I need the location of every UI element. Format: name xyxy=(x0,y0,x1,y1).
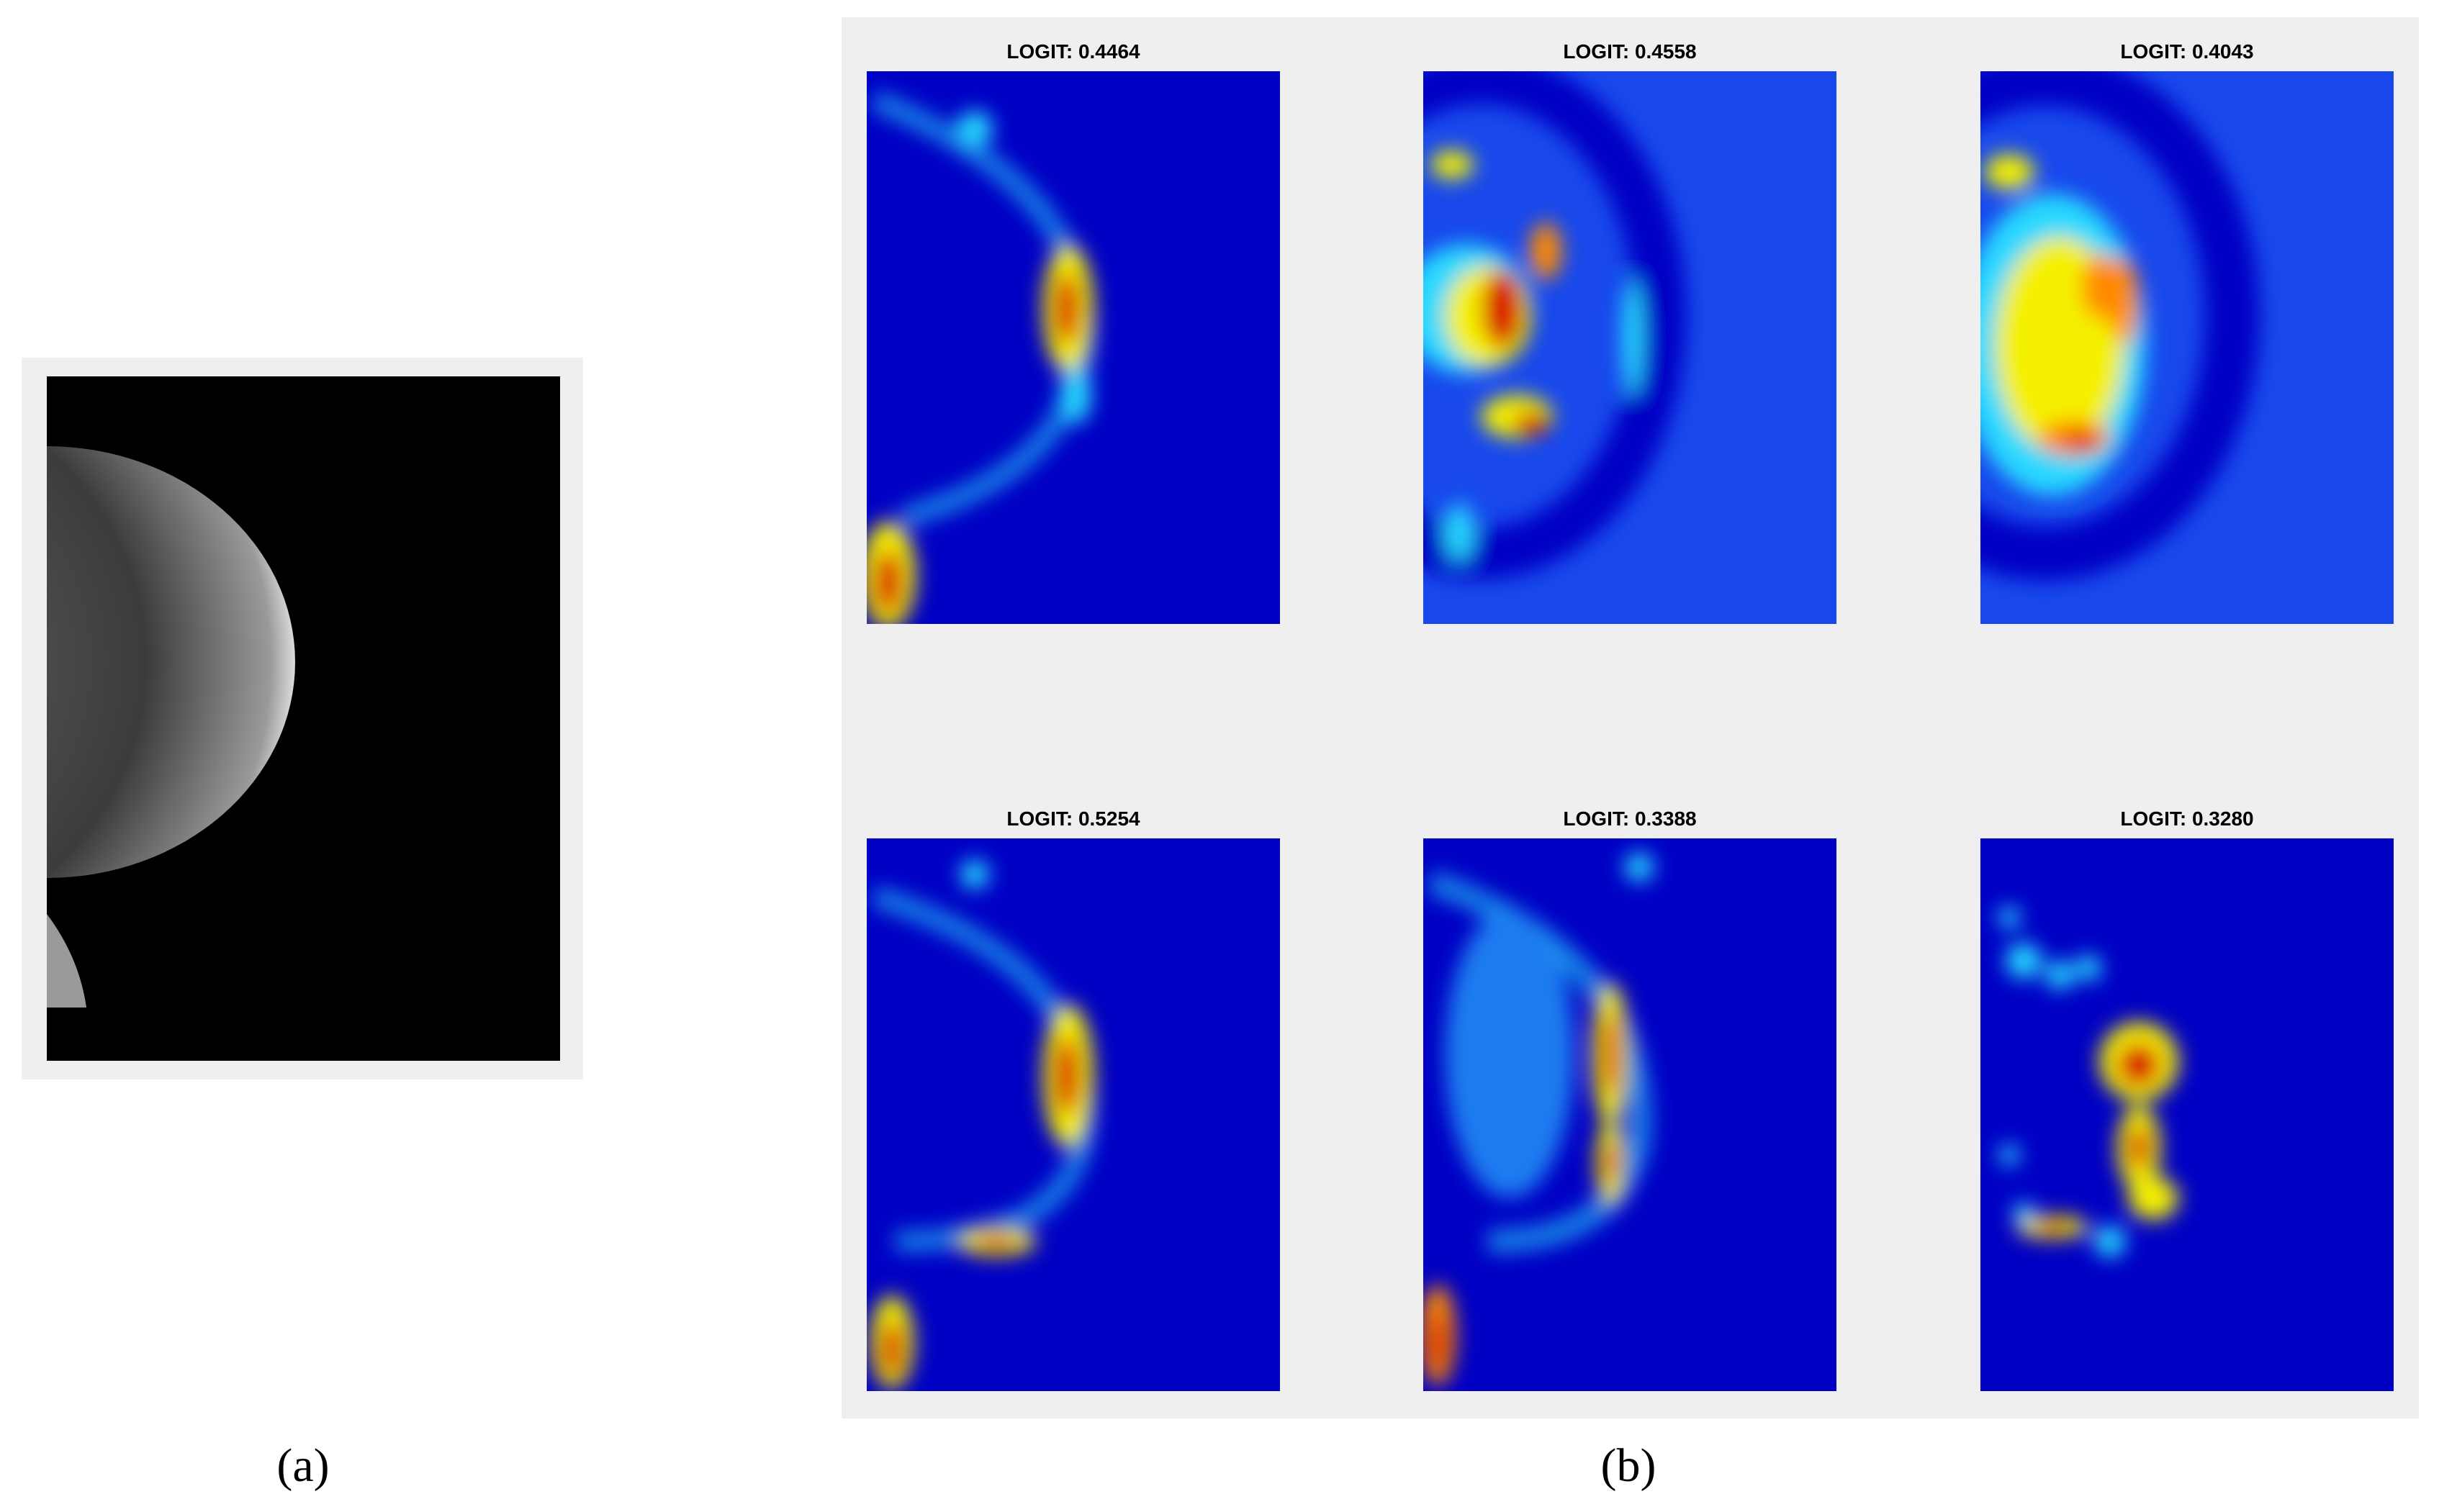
activation-blob xyxy=(1054,273,1080,345)
heatmap xyxy=(1980,838,2394,1391)
activation-blob xyxy=(975,1234,1018,1249)
heatmap-activations xyxy=(1423,853,1654,1385)
activation-spot xyxy=(1998,907,2020,928)
activation-spot xyxy=(1999,1145,2019,1165)
activation-blob xyxy=(880,1321,903,1378)
heatmap xyxy=(1980,71,2394,624)
activation-blob xyxy=(2110,258,2139,345)
activation-blob xyxy=(1429,1313,1446,1371)
heatmap xyxy=(867,71,1280,624)
activation-blob xyxy=(2117,1044,2160,1087)
activation-blob xyxy=(1445,910,1574,1198)
activation-blob xyxy=(2034,1221,2070,1233)
activation-blob xyxy=(957,111,993,147)
activation-spot xyxy=(2014,1203,2034,1223)
heatmap-activations xyxy=(1980,71,2260,581)
activation-blob xyxy=(874,550,903,615)
heatmap-title: LOGIT: 0.3388 xyxy=(1563,807,1696,830)
activation-blob xyxy=(1430,150,1474,179)
panel-a: (a) xyxy=(22,358,583,1492)
activation-blob xyxy=(960,860,989,889)
activation-blob xyxy=(1054,1036,1080,1115)
activation-blob xyxy=(1984,154,2034,190)
activation-blob xyxy=(1060,366,1091,424)
heatmap-activations xyxy=(870,860,1095,1389)
heatmap-activations xyxy=(1998,907,2178,1257)
activation-spot xyxy=(2045,961,2074,990)
activation-ring xyxy=(1423,71,1686,579)
caption-b: (b) xyxy=(1601,1439,1656,1492)
activation-blob xyxy=(1482,269,1523,348)
activation-blob xyxy=(2065,433,2097,451)
heatmap xyxy=(867,838,1280,1391)
activation-ring xyxy=(1980,71,2260,581)
heatmap xyxy=(1423,838,1836,1391)
activation-blob xyxy=(1605,1141,1619,1184)
activation-blob xyxy=(2128,1177,2178,1220)
activation-blob xyxy=(1625,853,1654,882)
activation-blob xyxy=(1513,412,1549,435)
heatmap-title: LOGIT: 0.4043 xyxy=(2120,40,2253,63)
heatmap xyxy=(1423,71,1836,624)
activation-blob xyxy=(1530,222,1561,280)
heatmap-title: LOGIT: 0.4558 xyxy=(1563,40,1696,63)
activation-blob xyxy=(1603,1011,1620,1097)
activation-spot xyxy=(2075,955,2101,981)
activation-blob xyxy=(1445,503,1474,561)
heatmap-title: LOGIT: 0.5254 xyxy=(1006,807,1140,830)
breast-tissue xyxy=(47,446,295,1008)
breast-shape xyxy=(47,446,295,878)
activation-spot xyxy=(2006,943,2042,979)
heatmap-title: LOGIT: 0.3280 xyxy=(2120,807,2253,830)
heatmap-activations xyxy=(1423,71,1686,579)
panel-b: (b) LOGIT: 0.4464 LOGIT: 0.4558 LOGIT: 0.4… xyxy=(842,17,2419,1492)
heatmap-background xyxy=(1980,838,2394,1391)
heatmap-activations xyxy=(867,91,1095,624)
activation-blob xyxy=(1622,280,1642,395)
muscle-edge xyxy=(47,914,86,1008)
caption-a: (a) xyxy=(276,1439,329,1492)
activation-blob xyxy=(2128,1126,2150,1169)
heatmap-title: LOGIT: 0.4464 xyxy=(1006,40,1140,63)
activation-spot xyxy=(2094,1226,2126,1257)
